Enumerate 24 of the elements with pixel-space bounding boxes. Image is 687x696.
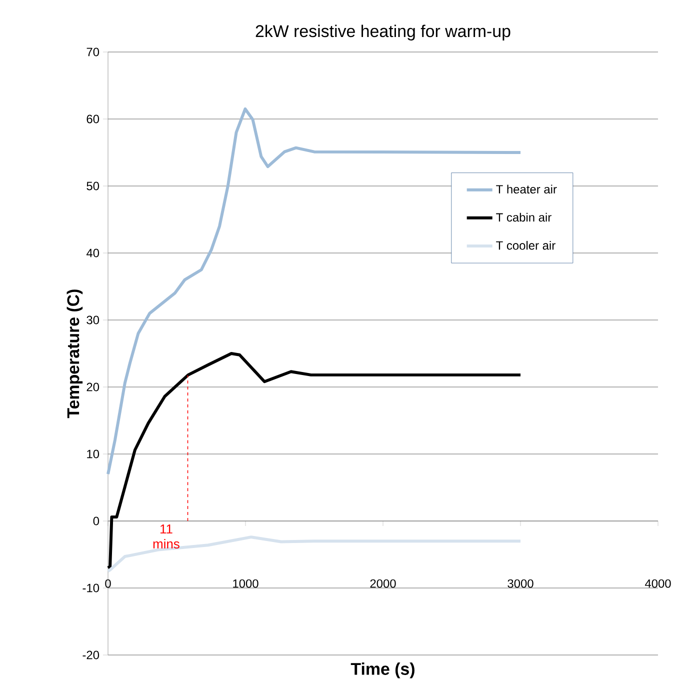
y-tick-label: 20 xyxy=(86,382,100,392)
y-tick-label: -10 xyxy=(82,584,100,592)
chart-title: 2kW resistive heating for warm-up xyxy=(256,24,510,41)
y-tick-label: 50 xyxy=(86,182,100,190)
legend-label: T heater air xyxy=(496,184,557,194)
y-tick-label: 30 xyxy=(86,316,100,324)
legend-label: T cabin air xyxy=(496,212,552,222)
y-tick-label: -20 xyxy=(82,650,100,660)
x-tick-label: 4000 xyxy=(644,579,671,588)
y-tick-label: 70 xyxy=(86,48,100,56)
y-tick-label: 40 xyxy=(86,248,100,258)
y-tick-label: 10 xyxy=(87,450,100,458)
y-axis-title: Temperature (C) xyxy=(66,290,83,418)
x-axis-title: Time (s) xyxy=(350,662,414,678)
x-tick-label: 0 xyxy=(105,579,111,588)
ref-line-label: 11 mins xyxy=(153,524,180,548)
x-tick-label: 2000 xyxy=(370,579,396,588)
line-series xyxy=(106,536,522,573)
x-tick-label: 3000 xyxy=(508,579,534,588)
y-tick-label: 0 xyxy=(93,516,100,526)
line-series xyxy=(106,352,522,570)
legend-label: T cooler air xyxy=(496,240,556,250)
y-tick-label: 60 xyxy=(86,114,100,124)
x-tick-label: 1000 xyxy=(233,579,258,588)
